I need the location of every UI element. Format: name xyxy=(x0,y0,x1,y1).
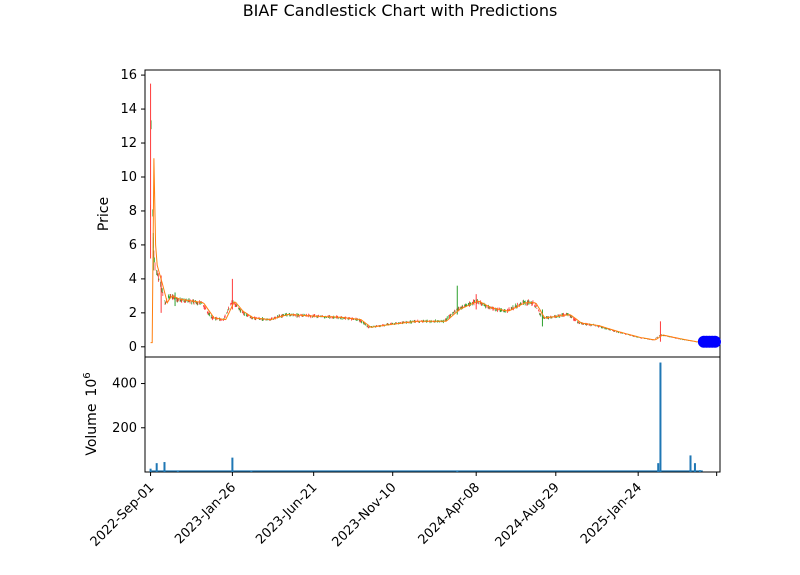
x-tick-label: 2024-Aug-29 xyxy=(493,480,563,550)
volume-axis-label-text: Volume xyxy=(84,404,100,456)
price-tick-label: 14 xyxy=(120,102,137,117)
volume-bar xyxy=(657,463,660,472)
price-tick-label: 8 xyxy=(129,204,137,219)
volume-bar xyxy=(693,463,696,472)
volume-bar xyxy=(659,362,662,472)
prediction-point xyxy=(708,335,721,348)
volume-unit-base: 10 xyxy=(84,379,100,397)
moving-average-line xyxy=(150,158,702,344)
price-tick-label: 0 xyxy=(129,340,137,355)
volume-tick-label: 400 xyxy=(112,377,137,392)
price-plot-frame xyxy=(144,69,721,358)
volume-bar xyxy=(231,457,234,472)
candles xyxy=(150,120,704,343)
volume-bar xyxy=(689,455,692,472)
x-tick-label: 2022-Sep-01 xyxy=(88,480,158,550)
price-axis-label: Price xyxy=(96,197,112,231)
volume-plot-frame xyxy=(144,356,721,473)
volume-axis-label: Volume 106 xyxy=(82,372,100,455)
x-tick-label: 2024-Apr-08 xyxy=(416,480,483,547)
volume-bar xyxy=(163,462,166,472)
price-tick-label: 6 xyxy=(129,238,137,253)
volume-unit-exponent: 6 xyxy=(82,372,93,378)
price-tick-label: 4 xyxy=(129,272,137,287)
price-tick-label: 12 xyxy=(120,136,137,151)
volume-tick-label: 200 xyxy=(112,421,137,436)
price-tick-label: 10 xyxy=(120,170,137,185)
price-tick-label: 16 xyxy=(120,68,137,83)
x-tick-label: 2025-Jan-24 xyxy=(578,480,645,547)
x-axis: 2022-Sep-01 2023-Jan-26 2023-Jun-21 2023-No… xyxy=(88,472,718,550)
x-tick-label: 2023-Jan-26 xyxy=(172,480,239,547)
volume-bar xyxy=(149,468,152,472)
x-tick-label: 2023-Nov-10 xyxy=(330,480,400,550)
price-panel: 0 2 4 6 8 10 12 14 16 xyxy=(120,68,721,358)
volume-panel: 200 400 xyxy=(112,356,721,473)
chart-title: BIAF Candlestick Chart with Predictions xyxy=(243,1,558,20)
volume-bar xyxy=(155,463,158,472)
x-tick-label: 2023-Jun-21 xyxy=(253,480,320,547)
price-tick-label: 2 xyxy=(129,306,137,321)
